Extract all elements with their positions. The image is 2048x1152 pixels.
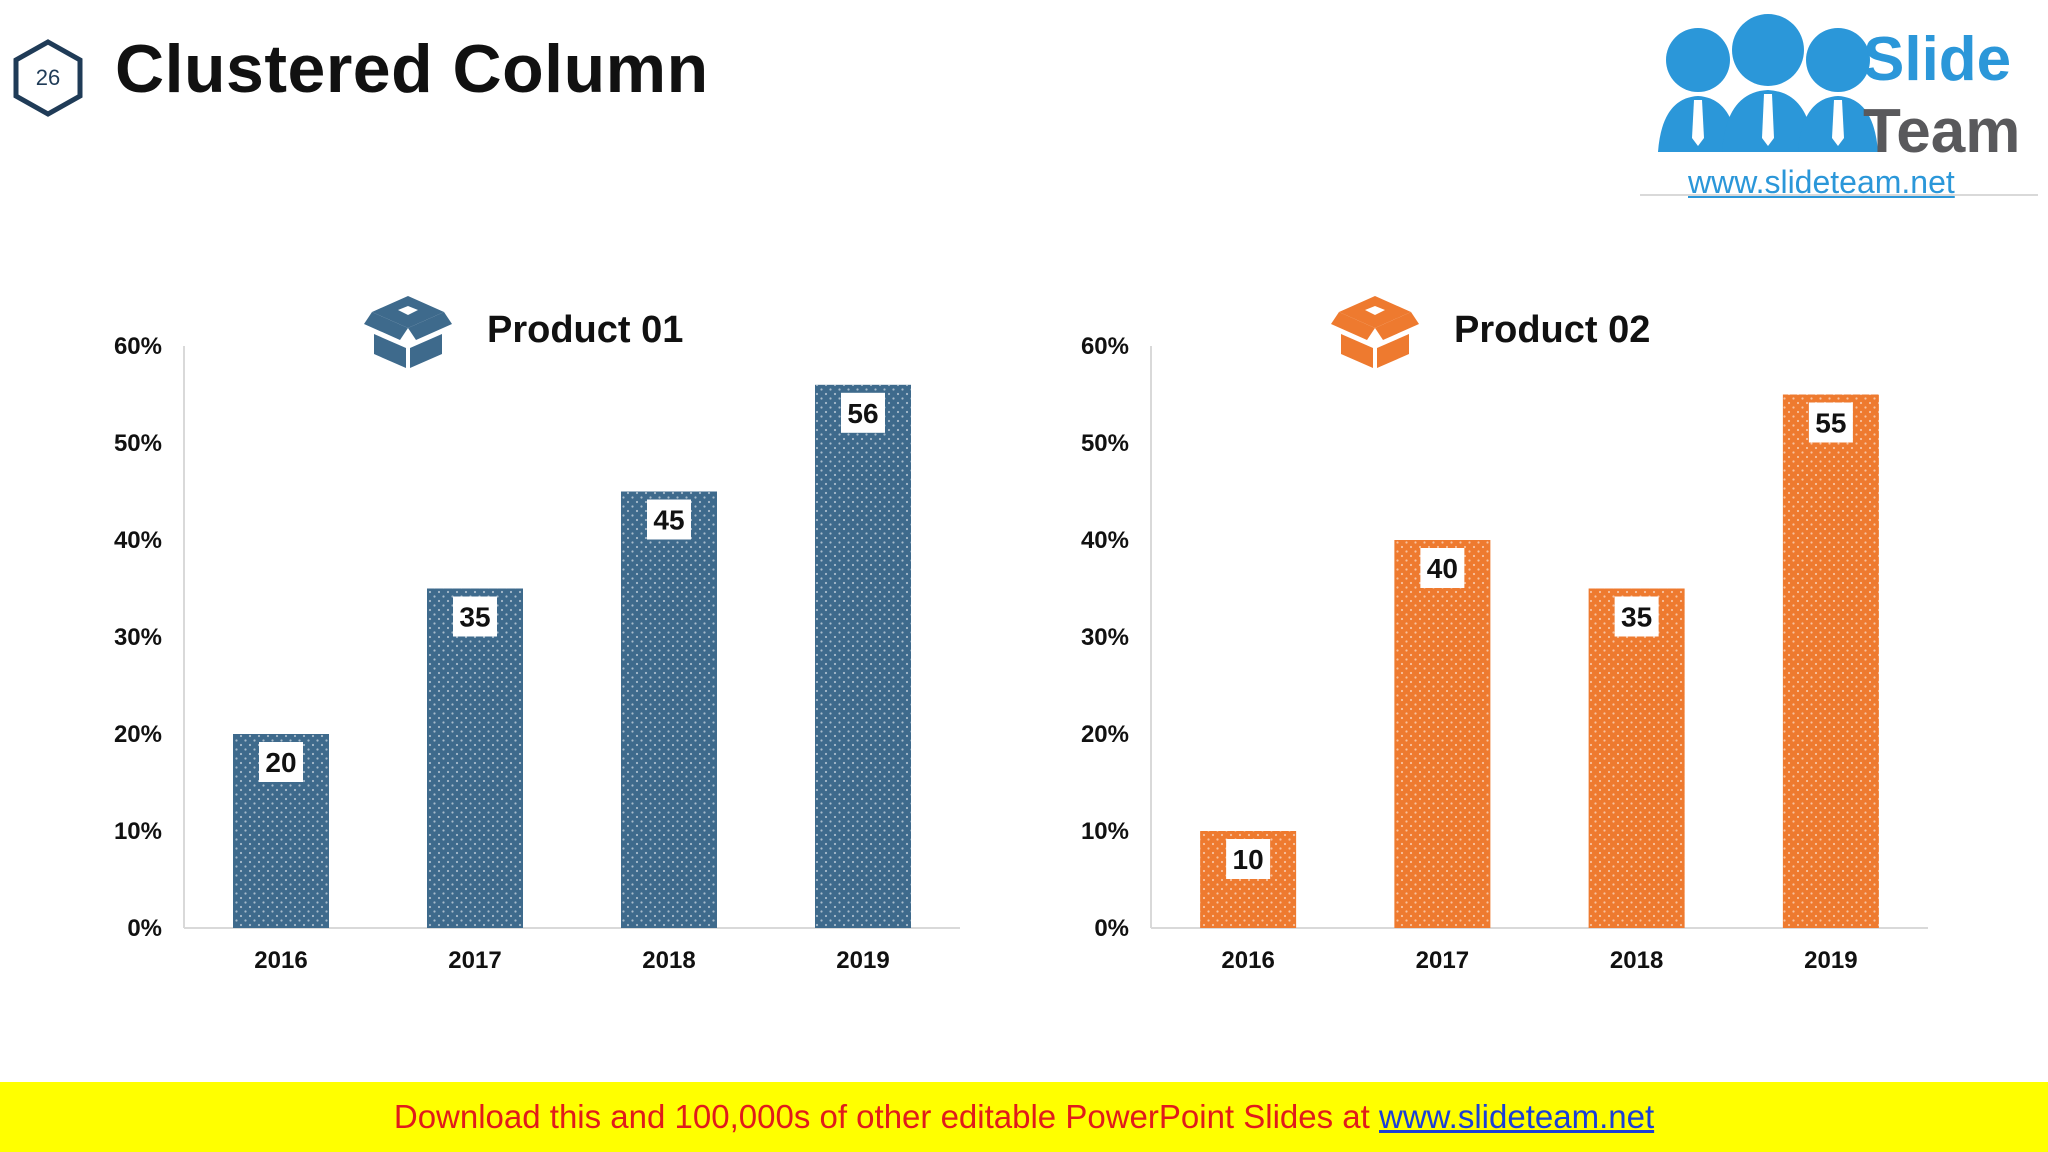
x-tick-label: 2017 bbox=[1416, 947, 1469, 974]
hexagon-icon bbox=[13, 39, 83, 117]
y-tick-label: 40% bbox=[1081, 527, 1129, 554]
data-label-box bbox=[1420, 548, 1465, 588]
download-banner: Download this and 100,000s of other edit… bbox=[0, 1082, 2048, 1152]
slideteam-logo[interactable]: Slide Team www.slideteam.net bbox=[1638, 8, 2040, 200]
team-people-icon bbox=[1658, 14, 1878, 152]
bar-texture bbox=[1782, 394, 1879, 928]
x-tick-label: 2017 bbox=[448, 947, 501, 974]
bar-texture bbox=[815, 384, 911, 928]
data-label-box bbox=[453, 596, 497, 637]
y-tick-label: 30% bbox=[114, 624, 162, 651]
data-label: 35 bbox=[1621, 602, 1652, 633]
data-label-box bbox=[647, 499, 691, 540]
y-tick-label: 40% bbox=[114, 527, 162, 554]
chart-title: Product 02 bbox=[1454, 309, 1650, 351]
x-tick-label: 2019 bbox=[836, 947, 889, 974]
banner-message: Download this and 100,000s of other edit… bbox=[393, 1098, 1379, 1135]
data-label: 10 bbox=[1233, 844, 1264, 875]
y-tick-label: 30% bbox=[1081, 624, 1129, 651]
chart-product-1: Product 01 0% 10% 20% 30% 40% 50% 60% 20 2016 35 20… bbox=[114, 296, 960, 974]
chart-title: Product 01 bbox=[487, 309, 683, 351]
data-label-box bbox=[1226, 839, 1271, 879]
y-tick-label: 20% bbox=[114, 721, 162, 748]
y-tick-label: 60% bbox=[1081, 333, 1129, 360]
chart-product-2: Product 02 0% 10% 20% 30% 40% 50% 60% 10 2016 40 20… bbox=[1081, 296, 1928, 974]
data-label: 55 bbox=[1815, 408, 1846, 439]
data-label-box bbox=[259, 742, 303, 782]
slide-number: 26 bbox=[35, 65, 61, 90]
y-tick-label: 50% bbox=[1081, 430, 1129, 457]
data-label: 35 bbox=[459, 602, 490, 633]
data-label: 56 bbox=[847, 398, 878, 429]
bar-texture bbox=[427, 588, 523, 928]
y-tick-label: 20% bbox=[1081, 721, 1129, 748]
y-tick-label: 60% bbox=[114, 333, 162, 360]
data-label-box bbox=[1808, 402, 1853, 443]
page-title: Clustered Column bbox=[115, 31, 709, 107]
y-tick-label: 10% bbox=[114, 818, 162, 845]
logo-brand-team: Team bbox=[1863, 97, 2021, 166]
charts-canvas: Product 01 0% 10% 20% 30% 40% 50% 60% 20 2016 35 20… bbox=[114, 296, 1928, 974]
data-label: 20 bbox=[265, 747, 296, 778]
open-box-icon bbox=[1331, 296, 1419, 368]
x-tick-label: 2018 bbox=[642, 947, 695, 974]
x-tick-label: 2019 bbox=[1804, 947, 1857, 974]
bar-texture bbox=[1588, 588, 1685, 928]
y-tick-label: 10% bbox=[1081, 818, 1129, 845]
y-tick-label: 50% bbox=[114, 430, 162, 457]
open-box-icon bbox=[364, 296, 452, 368]
data-label-box bbox=[1614, 596, 1659, 637]
banner-link[interactable]: www.slideteam.net bbox=[1379, 1098, 1655, 1135]
x-tick-label: 2018 bbox=[1610, 947, 1663, 974]
banner-text: Download this and 100,000s of other edit… bbox=[0, 1082, 2048, 1152]
data-label-box bbox=[841, 392, 885, 433]
bar-texture bbox=[621, 491, 717, 928]
x-tick-label: 2016 bbox=[1221, 947, 1274, 974]
bar-texture bbox=[1394, 540, 1491, 928]
x-tick-label: 2016 bbox=[254, 947, 307, 974]
y-tick-label: 0% bbox=[1094, 915, 1129, 942]
slide-number-badge: 26 bbox=[12, 38, 84, 118]
data-label: 45 bbox=[653, 505, 684, 536]
logo-brand-slide: Slide bbox=[1863, 25, 2012, 94]
y-tick-label: 0% bbox=[127, 915, 162, 942]
logo-divider bbox=[1640, 194, 2038, 196]
data-label: 40 bbox=[1427, 553, 1458, 584]
